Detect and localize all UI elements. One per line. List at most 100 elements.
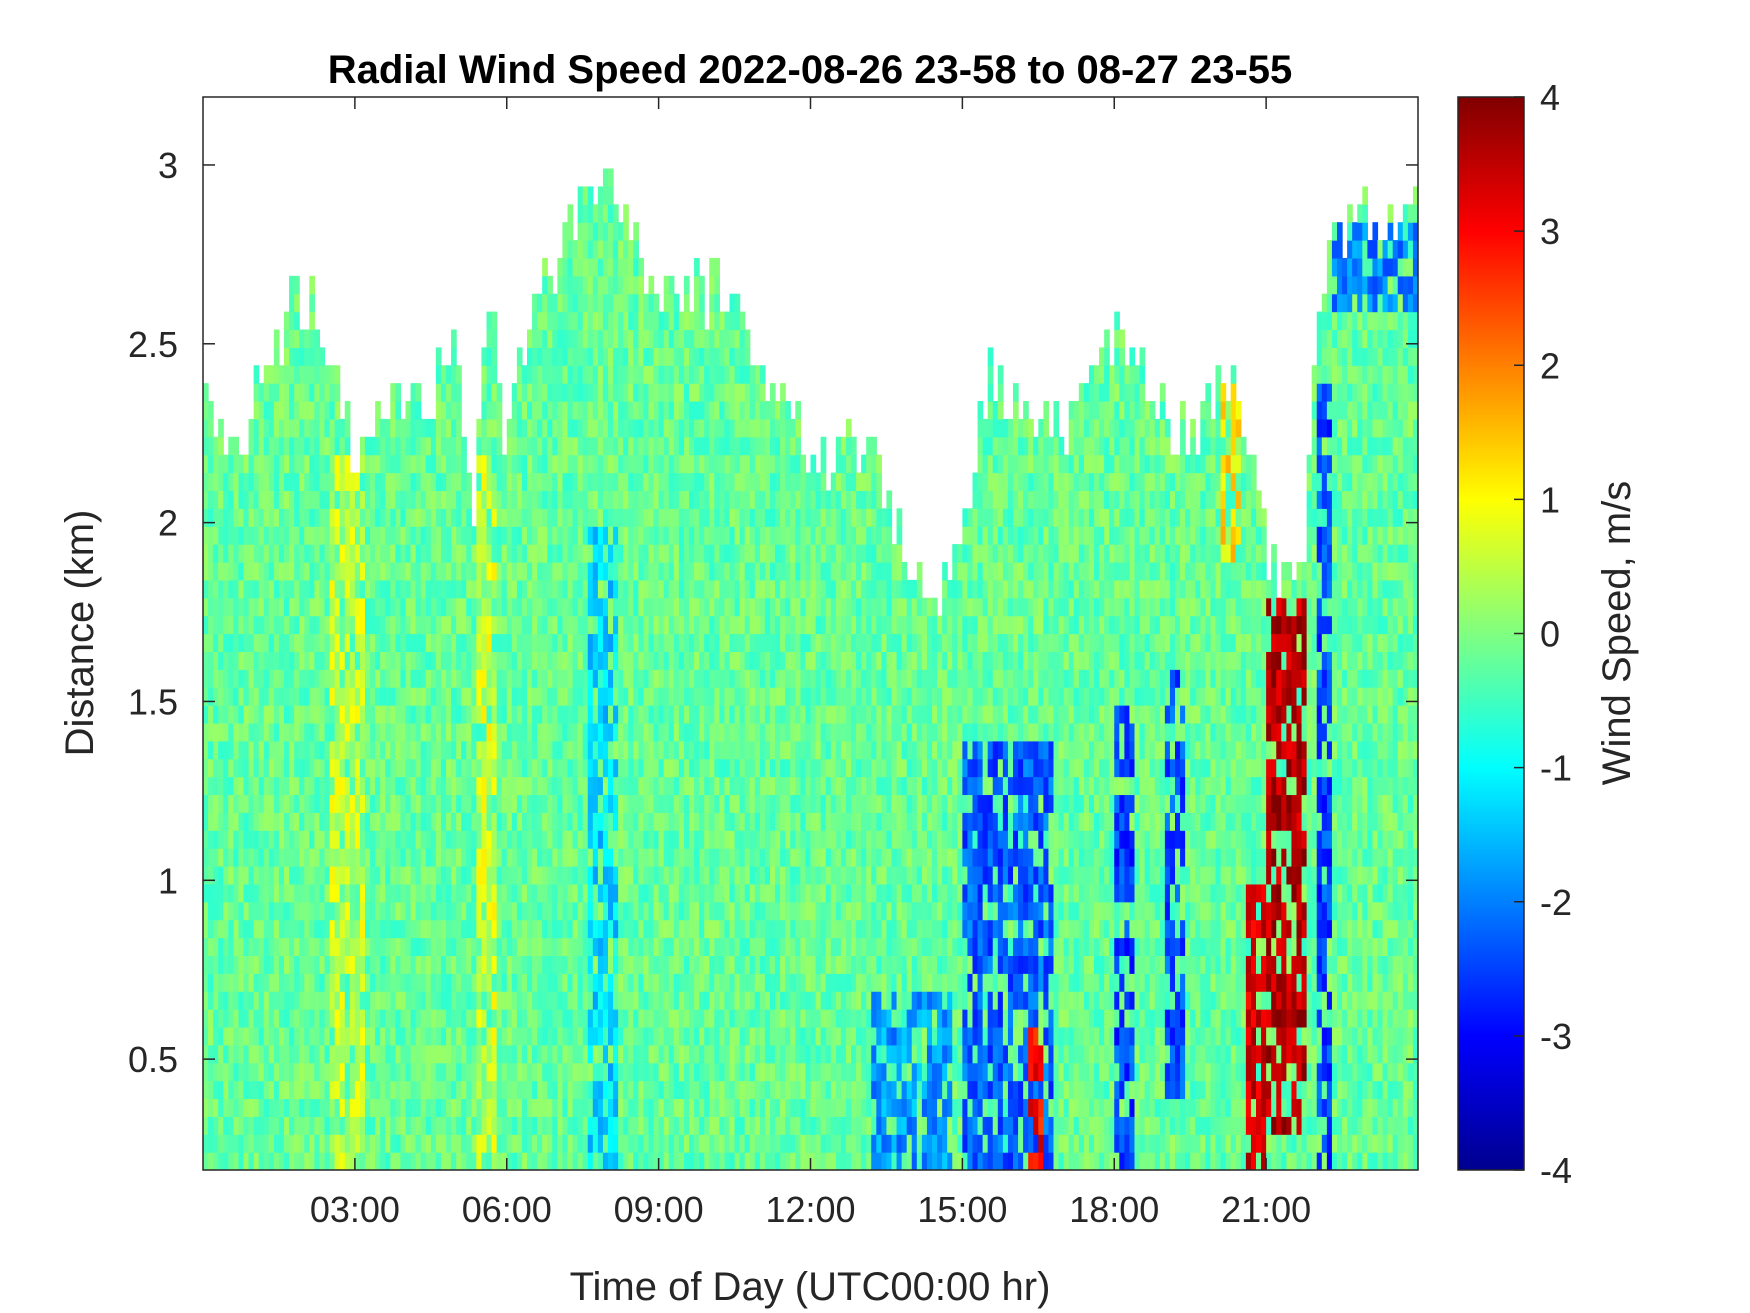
heatmap-cell [501,597,508,617]
heatmap-cell [587,472,594,492]
heatmap-cell [243,830,250,849]
heatmap-cell [233,1116,240,1135]
heatmap-cell [709,669,715,688]
heatmap-cell [208,991,214,1010]
heatmap-cell [435,830,442,849]
heatmap-cell [739,669,746,688]
heatmap-cell [633,436,639,456]
heatmap-cell [739,991,746,1010]
heatmap-cell [294,490,300,509]
heatmap-cell [375,597,381,617]
heatmap-cell [304,955,310,974]
heatmap-cell [673,722,680,742]
heatmap-cell [562,722,569,742]
heatmap-cell [344,722,351,742]
heatmap-cell [425,1152,432,1170]
heatmap-cell [289,311,295,331]
heatmap-cell [496,705,503,724]
heatmap-cell [602,794,609,813]
heatmap-cell [461,1116,467,1135]
heatmap-cell [567,240,574,259]
heatmap-cell [471,955,477,974]
heatmap-cell [527,472,533,492]
heatmap-cell [263,705,270,724]
heatmap-cell [572,883,579,903]
heatmap-cell [370,1116,376,1135]
heatmap-cell [435,955,442,974]
heatmap-cell [446,1062,452,1082]
heatmap-cell [329,1009,336,1028]
heatmap-cell [658,1080,665,1100]
heatmap-cell [567,579,574,599]
heatmap-cell [663,561,670,581]
heatmap-cell [400,705,407,724]
heatmap-cell [430,526,437,545]
heatmap-cell [466,1062,472,1082]
heatmap-cell [542,633,548,652]
heatmap-cell [673,758,680,778]
heatmap-cell [299,830,305,849]
heatmap-cell [577,651,584,670]
heatmap-cell [653,865,660,885]
heatmap-cell [440,526,447,545]
heatmap-cell [218,794,224,813]
heatmap-cell [289,722,295,742]
heatmap-cell [233,937,240,956]
heatmap-cell [683,687,690,706]
heatmap-cell [694,1080,700,1100]
heatmap-cell [511,1044,518,1064]
heatmap-cell [704,1134,710,1153]
heatmap-cell [329,937,336,956]
heatmap-cell [385,758,391,778]
heatmap-cell [334,1062,341,1082]
heatmap-cell [451,436,457,456]
heatmap-cell [461,454,467,474]
heatmap-cell [678,633,685,652]
heatmap-cell [223,1009,229,1028]
heatmap-cell [258,418,265,438]
heatmap-cell [309,848,315,867]
heatmap-cell [248,687,255,706]
heatmap-cell [208,740,214,760]
heatmap-cell [542,1062,548,1082]
heatmap-cell [223,1062,229,1082]
heatmap-cell [349,651,356,670]
heatmap-cell [253,472,260,492]
heatmap-cell [557,1062,564,1082]
heatmap-cell [572,383,579,402]
heatmap-cell [613,1009,619,1028]
heatmap-cell [203,383,209,402]
heatmap-cell [542,401,548,420]
heatmap-cell [466,687,472,706]
heatmap-cell [739,705,746,724]
heatmap-cell [628,633,634,652]
heatmap-cell [587,1152,594,1170]
heatmap-cell [253,579,260,599]
heatmap-cell [456,526,462,545]
heatmap-cell [739,544,746,563]
heatmap-cell [349,687,356,706]
heatmap-cell [248,848,255,867]
heatmap-cell [319,669,326,688]
heatmap-cell [542,561,548,581]
heatmap-cell [683,454,690,474]
heatmap-cell [724,490,731,509]
heatmap-cell [739,812,746,831]
heatmap-cell [446,740,452,760]
heatmap-cell [547,383,553,402]
heatmap-cell [734,794,741,813]
heatmap-cell [633,1152,639,1170]
heatmap-cell [592,597,599,617]
heatmap-cell [354,740,361,760]
heatmap-cell [719,418,726,438]
heatmap-cell [562,812,569,831]
heatmap-cell [613,758,619,778]
heatmap-cell [552,883,558,903]
heatmap-cell [278,722,285,742]
heatmap-cell [683,561,690,581]
heatmap-cell [628,973,634,992]
heatmap-cell [582,758,589,778]
heatmap-cell [380,651,386,670]
heatmap-cell [709,919,715,939]
heatmap-cell [410,722,417,742]
